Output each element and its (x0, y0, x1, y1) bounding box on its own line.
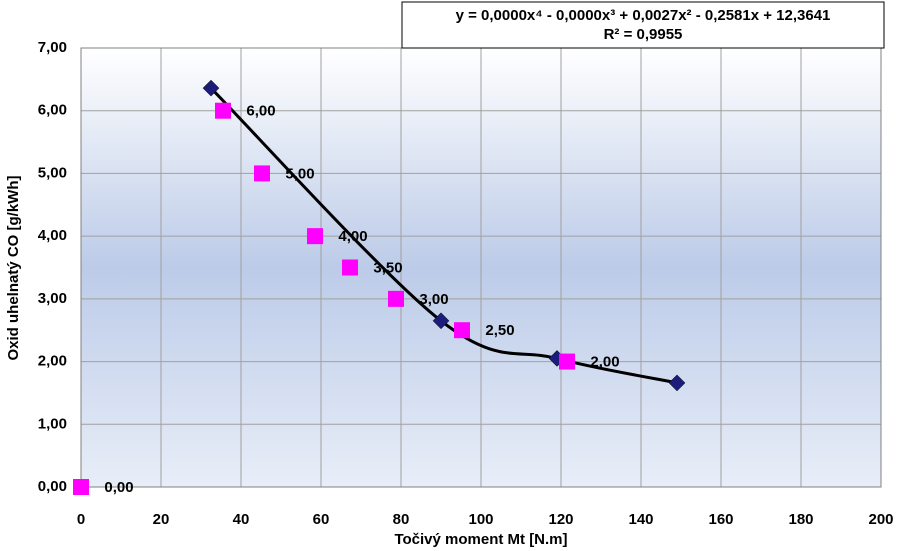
data-label: 6,00 (246, 103, 275, 120)
data-label: 4,00 (338, 228, 367, 245)
x-tick-label: 160 (708, 511, 733, 528)
y-tick-label: 7,00 (38, 39, 67, 56)
y-tick-label: 5,00 (38, 164, 67, 181)
y-tick-label: 0,00 (38, 478, 67, 495)
x-axis-title: Točivý moment Mt [N.m] (394, 531, 567, 548)
data-label: 0,00 (104, 479, 133, 496)
x-tick-label: 120 (548, 511, 573, 528)
data-label: 5,00 (285, 165, 314, 182)
point (215, 102, 231, 119)
point (559, 353, 575, 370)
point (254, 165, 270, 182)
x-tick-label: 40 (233, 511, 250, 528)
point (73, 479, 89, 495)
data-label: 3,00 (419, 291, 448, 308)
point (432, 312, 450, 330)
y-tick-label: 6,00 (38, 102, 67, 119)
data-label: 3,50 (373, 259, 402, 276)
equation: y = 0,0000x⁴ - 0,0000x³ + 0,0027x² - 0,2… (456, 7, 831, 24)
trendline (209, 87, 678, 385)
x-tick-label: 100 (468, 511, 493, 528)
x-tick-label: 80 (393, 511, 410, 528)
point (388, 290, 404, 307)
x-tick-label: 60 (313, 511, 330, 528)
y-tick-label: 1,00 (38, 415, 67, 432)
equation-box (401, 1, 885, 49)
y-tick-label: 4,00 (38, 227, 67, 244)
r-squared: R² = 0,9955 (604, 26, 683, 43)
point (307, 228, 323, 245)
data-label: 2,00 (590, 354, 619, 371)
x-tick-label: 20 (153, 511, 170, 528)
x-tick-label: 180 (788, 511, 813, 528)
x-tick-label: 140 (628, 511, 653, 528)
point (454, 322, 470, 339)
y-axis-title: Oxid uhelnatý CO [g/kWh] (5, 175, 22, 360)
x-tick-label: 0 (77, 511, 85, 528)
point (342, 259, 358, 276)
data-label: 2,50 (485, 322, 514, 339)
y-tick-label: 3,00 (38, 290, 67, 307)
point (668, 374, 686, 392)
x-tick-label: 200 (868, 511, 893, 528)
y-tick-label: 2,00 (38, 353, 67, 370)
point (202, 79, 220, 97)
